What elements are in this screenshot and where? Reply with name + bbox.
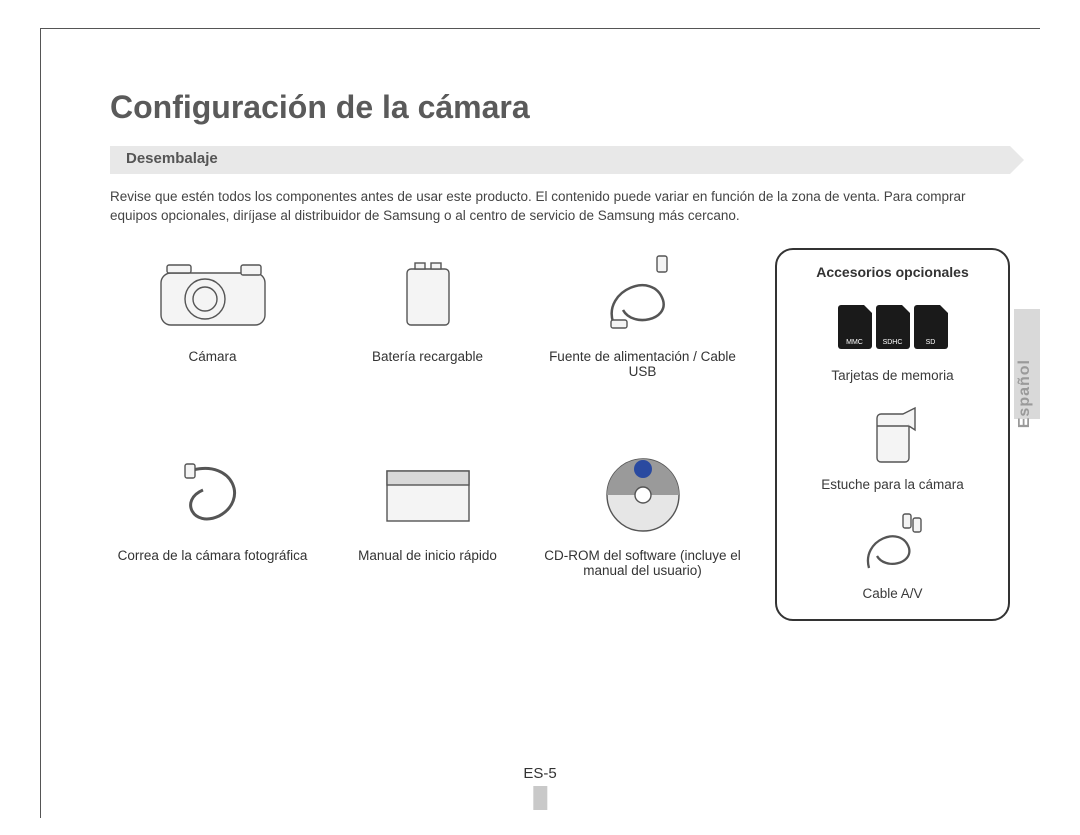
page-number-bar — [533, 786, 547, 810]
main-layout: Cámara Batería recargable — [110, 248, 1010, 621]
opt-case: Estuche para la cámara — [789, 401, 996, 492]
item-label: Correa de la cámara fotográfica — [110, 548, 315, 563]
opt-label: Cable A/V — [789, 586, 996, 601]
opt-label: Tarjetas de memoria — [789, 368, 996, 383]
item-label: CD-ROM del software (incluye el manual d… — [540, 548, 745, 578]
opt-memory: MMC SDHC SD Tarjetas de memoria — [789, 292, 996, 383]
section-title: Desembalaje — [126, 150, 218, 167]
cd-icon — [540, 447, 745, 542]
opt-label: Estuche para la cámara — [789, 477, 996, 492]
optional-title: Accesorios opcionales — [789, 264, 996, 280]
item-cd: CD-ROM del software (incluye el manual d… — [540, 447, 745, 621]
memory-cards-icon: MMC SDHC SD — [789, 292, 996, 362]
items-grid: Cámara Batería recargable — [110, 248, 745, 621]
section-header: Desembalaje — [110, 146, 1010, 176]
cable-icon — [540, 248, 745, 343]
opt-av: Cable A/V — [789, 510, 996, 601]
item-camera: Cámara — [110, 248, 315, 422]
page-number-block: ES-5 — [523, 765, 556, 810]
item-label: Cámara — [110, 349, 315, 364]
strap-icon — [110, 447, 315, 542]
item-strap: Correa de la cámara fotográfica — [110, 447, 315, 621]
section-arrow-bar — [110, 146, 1010, 174]
av-cable-icon — [789, 510, 996, 580]
camera-icon — [110, 248, 315, 343]
item-label: Manual de inicio rápido — [325, 548, 530, 563]
item-label: Batería recargable — [325, 349, 530, 364]
page-number: ES-5 — [523, 765, 556, 782]
optional-box: Accesorios opcionales MMC SDHC SD Tarjet… — [775, 248, 1010, 621]
battery-icon — [325, 248, 530, 343]
card-sdhc: SDHC — [876, 305, 910, 349]
card-sd: SD — [914, 305, 948, 349]
item-power-cable: Fuente de alimentación / Cable USB — [540, 248, 745, 422]
manual-icon — [325, 447, 530, 542]
page-title: Configuración de la cámara — [110, 89, 1010, 126]
case-icon — [789, 401, 996, 471]
item-label: Fuente de alimentación / Cable USB — [540, 349, 745, 379]
card-mmc: MMC — [838, 305, 872, 349]
page: Español Configuración de la cámara Desem… — [40, 28, 1040, 818]
item-manual: Manual de inicio rápido — [325, 447, 530, 621]
item-battery: Batería recargable — [325, 248, 530, 422]
intro-text: Revise que estén todos los componentes a… — [110, 188, 1010, 226]
content-area: Configuración de la cámara Desembalaje R… — [40, 29, 1040, 818]
